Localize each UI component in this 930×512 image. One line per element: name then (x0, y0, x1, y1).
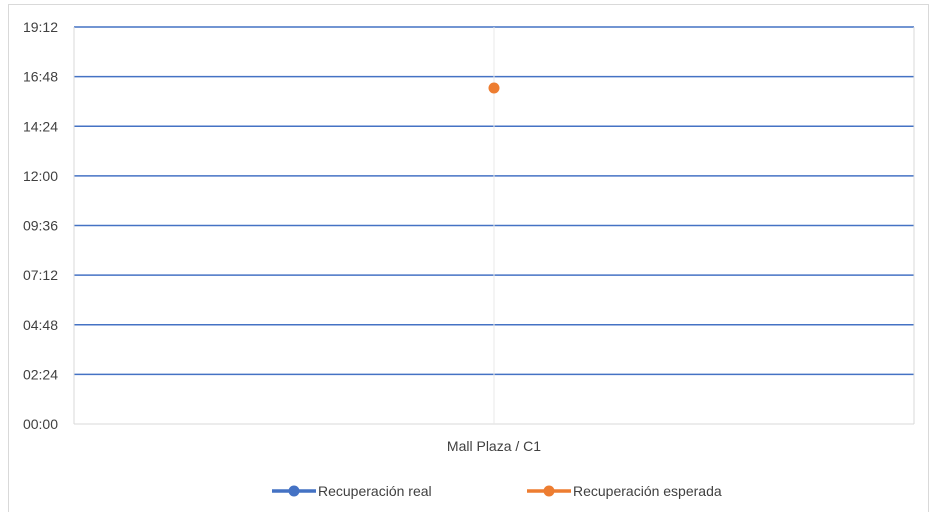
data-points (488, 82, 500, 94)
y-tick-label: 14:24 (23, 118, 58, 134)
x-tick-label: Mall Plaza / C1 (447, 438, 541, 454)
y-tick-label: 00:00 (23, 416, 58, 432)
legend-marker-series-0 (288, 485, 300, 497)
chart-frame (8, 4, 929, 512)
y-tick-label: 19:12 (23, 19, 58, 35)
y-tick-label: 02:24 (23, 366, 58, 382)
legend-label-series-1: Recuperación esperada (573, 483, 722, 499)
legend-marker-series-1 (543, 485, 555, 497)
data-point-series-1 (488, 82, 500, 94)
y-tick-label: 07:12 (23, 267, 58, 283)
y-tick-label: 16:48 (23, 69, 58, 85)
y-tick-label: 09:36 (23, 218, 58, 234)
legend: Recuperación real Recuperación esperada (272, 483, 722, 499)
y-tick-label: 12:00 (23, 168, 58, 184)
y-tick-label: 04:48 (23, 317, 58, 333)
y-axis-ticks: 00:00 02:24 04:48 07:12 09:36 12:00 14:24 16:48… (23, 19, 58, 432)
legend-label-series-0: Recuperación real (318, 483, 432, 499)
